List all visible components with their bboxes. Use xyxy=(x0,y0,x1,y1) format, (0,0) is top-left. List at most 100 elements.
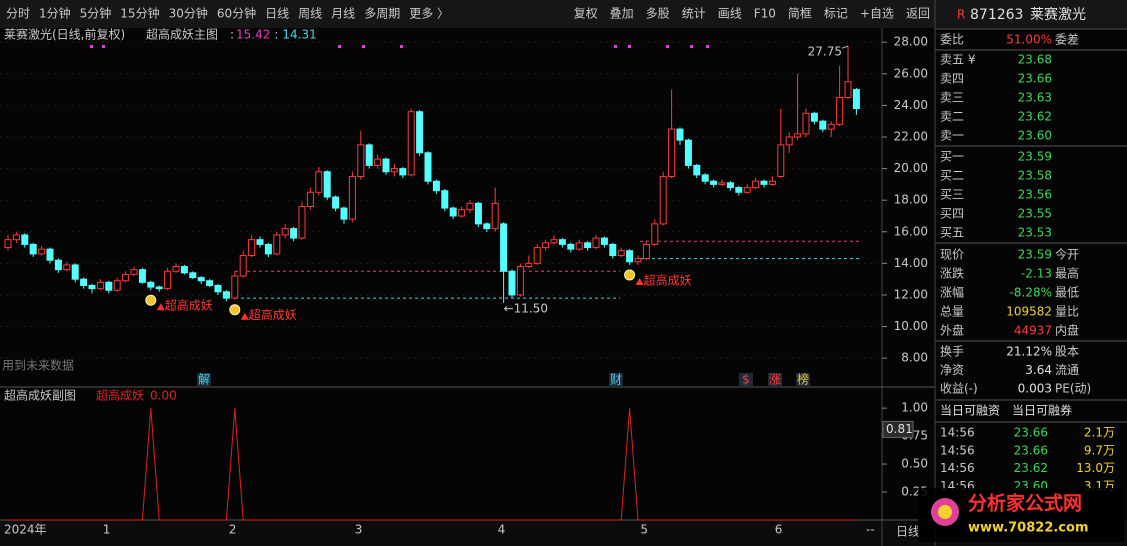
toolbar-tab[interactable]: 5分钟 xyxy=(80,6,112,21)
bid-label: 买一 xyxy=(940,150,964,164)
candle-body xyxy=(113,280,121,291)
ask-label: 卖五 ¥ xyxy=(940,53,976,67)
candle-body xyxy=(794,133,802,138)
axis-end: -- xyxy=(866,523,875,537)
stat-label: 净资 xyxy=(940,363,964,377)
toolbar-tab[interactable]: 15分钟 xyxy=(120,6,159,21)
event-badge[interactable] xyxy=(796,373,810,387)
candle-body xyxy=(634,258,642,263)
candle-body xyxy=(21,234,29,245)
x-tick-label: 4 xyxy=(498,523,506,537)
candle-body xyxy=(197,277,205,282)
candle-body xyxy=(239,254,247,277)
candle-body xyxy=(164,270,172,290)
candle-body xyxy=(752,180,760,189)
candle-body xyxy=(852,89,860,110)
candle-body xyxy=(684,139,692,166)
toolbar-tab[interactable]: 30分钟 xyxy=(169,6,208,21)
watermark-logo xyxy=(938,505,952,519)
indicator-value: 14.31 xyxy=(282,28,316,42)
toolbar-button[interactable]: F10 xyxy=(754,7,776,21)
stat-label: PE(动) xyxy=(1055,382,1091,396)
candle-body xyxy=(38,248,46,255)
bid-label: 买三 xyxy=(940,188,964,202)
toolbar-tab[interactable]: 60分钟 xyxy=(217,6,256,21)
bid-price: 23.59 xyxy=(1018,150,1052,164)
toolbar-button[interactable]: 返回 xyxy=(906,7,930,21)
candle-body xyxy=(416,111,424,154)
toolbar-button[interactable]: 叠加 xyxy=(610,7,634,21)
candle-body xyxy=(63,264,71,271)
event-label[interactable]: 解 xyxy=(198,373,210,387)
candle-body xyxy=(231,275,239,299)
toolbar-tab[interactable]: 日线 xyxy=(265,7,289,21)
stat-value: 44937 xyxy=(1014,324,1052,338)
event-label[interactable]: 榜 xyxy=(797,372,809,387)
candle-body xyxy=(264,243,272,255)
toolbar-tab[interactable]: 分时 xyxy=(6,7,30,21)
stat-label: 流通 xyxy=(1055,363,1079,377)
event-badge[interactable] xyxy=(739,373,753,387)
stat-label: 现价 xyxy=(940,248,964,262)
stock-name: 莱赛激光 xyxy=(1030,6,1086,23)
candle-body xyxy=(768,180,776,185)
event-label[interactable]: $ xyxy=(742,373,750,387)
stat-label: 涨跌 xyxy=(940,266,964,281)
toolbar-tab[interactable]: 周线 xyxy=(298,7,322,21)
toolbar-button[interactable]: 统计 xyxy=(682,7,706,21)
event-label[interactable]: 涨 xyxy=(769,372,781,387)
candle-body xyxy=(214,284,222,293)
candle-body xyxy=(533,247,541,264)
indicator-name[interactable]: 超高成妖主图 xyxy=(146,27,218,42)
y-tick-label: 28.00 xyxy=(894,35,928,49)
event-badge[interactable] xyxy=(768,373,782,387)
toolbar-tab[interactable]: 1分钟 xyxy=(39,6,71,21)
toolbar-tab[interactable]: 月线 xyxy=(331,7,355,21)
candle-body xyxy=(332,196,340,209)
toolbar-button[interactable]: 复权 xyxy=(574,7,598,21)
event-badge[interactable] xyxy=(609,373,623,387)
event-label[interactable]: 财 xyxy=(610,373,622,387)
stock-code: 871263 xyxy=(970,7,1023,23)
sub-title[interactable]: 超高成妖副图 xyxy=(4,388,76,403)
toolbar-tab[interactable]: 多周期 xyxy=(364,7,400,21)
candle-body xyxy=(575,242,583,250)
trade-volume: 13.0万 xyxy=(1076,461,1115,475)
toolbar-button[interactable]: 画线 xyxy=(718,7,742,21)
candle-body xyxy=(466,202,474,211)
stat-label: 最高 xyxy=(1055,266,1079,281)
candle-body xyxy=(407,111,415,176)
candle-body xyxy=(130,269,138,275)
ask-price: 23.62 xyxy=(1018,110,1052,124)
bid-label: 买四 xyxy=(940,207,964,221)
margin-label: 当日可融资 xyxy=(940,404,1000,418)
bid-price: 23.53 xyxy=(1018,226,1052,240)
candle-body xyxy=(550,239,558,244)
toolbar-button[interactable]: 多股 xyxy=(646,7,670,21)
candle-body xyxy=(54,259,62,271)
toolbar-button[interactable]: 简框 xyxy=(788,7,812,21)
candle-body xyxy=(726,182,734,189)
candle-body xyxy=(626,250,634,263)
cursor-box xyxy=(882,420,914,438)
toolbar-button[interactable]: +自选 xyxy=(860,7,894,21)
x-tick-label: 5 xyxy=(640,523,648,537)
y-tick-label: 8.00 xyxy=(901,351,928,365)
margin-label: 当日可融券 xyxy=(1012,403,1072,418)
candle-body xyxy=(508,270,516,296)
stat-value: 109582 xyxy=(1006,305,1052,319)
candle-body xyxy=(273,234,281,255)
candle-body xyxy=(693,164,701,176)
chart-title: 莱赛激光(日线,前复权) xyxy=(4,27,125,42)
candle-body xyxy=(88,284,96,290)
candle-body xyxy=(155,286,163,290)
y-tick-label: 0.50 xyxy=(901,457,928,471)
event-badge[interactable] xyxy=(197,373,211,387)
candle-body xyxy=(542,242,550,249)
stat-label: 外盘 xyxy=(940,323,964,338)
toolbar-tab[interactable]: 更多 〉 xyxy=(409,7,449,21)
x-tick-label: 2024年 xyxy=(4,523,47,537)
toolbar-button[interactable]: 标记 xyxy=(824,7,848,21)
ask-price: 23.63 xyxy=(1018,91,1052,105)
y-tick-label: 18.00 xyxy=(894,193,928,207)
